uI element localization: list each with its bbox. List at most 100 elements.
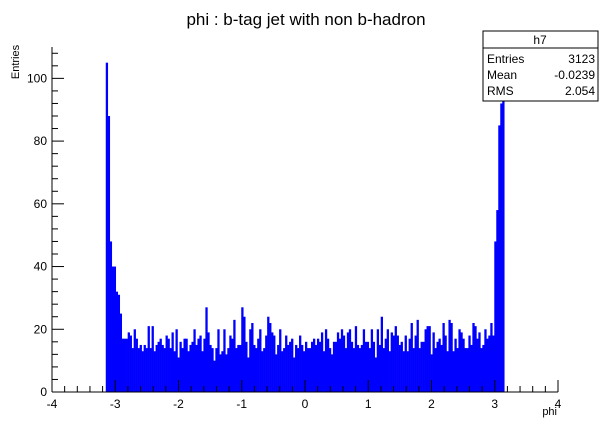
histogram-bar [289,341,292,392]
histogram-bar [382,348,385,392]
histogram-bar [482,344,485,392]
histogram-bar [285,335,288,392]
histogram-bar [193,329,196,392]
histogram-bar [366,341,370,392]
stats-entries-label: Entries [487,52,524,66]
stats-mean-label: Mean [487,68,517,82]
histogram-bar [235,348,238,392]
histogram-bar [486,338,489,392]
histogram-bar [279,329,282,392]
histogram-bar [346,332,350,392]
histogram-bar [418,348,421,392]
histogram-bar [420,341,423,392]
histogram-bar [263,348,266,392]
histogram-bar [121,338,124,392]
histogram-bar [163,348,166,392]
histogram-bar [310,341,314,392]
histogram-bar [414,335,417,392]
histogram-bar [195,344,198,392]
y-tick-label: 60 [34,197,48,211]
histogram-bar [205,307,208,392]
histogram-bar [237,344,240,392]
histogram-bar [185,338,188,392]
histogram-bar [191,341,194,392]
histogram-bar [109,241,113,392]
histogram-bar [177,357,180,392]
histogram-bar [326,338,330,392]
histogram-bar [490,323,493,392]
histogram-bar [454,338,457,392]
histogram-bar [338,338,342,392]
histogram-bar [107,116,111,392]
histogram-bar [410,323,413,392]
histogram-bar [314,344,318,392]
histogram-bar [245,341,248,392]
histogram-bar [390,332,393,392]
histogram-bar [213,360,216,392]
histogram-bar [229,335,232,392]
histogram-bar [356,344,360,392]
histogram-bar [115,291,119,392]
histogram-bar [424,329,427,392]
histogram-bar [478,332,481,392]
histogram-bar [352,348,356,392]
histogram-bar [165,335,168,392]
histogram-bar [161,344,164,392]
stats-entries-value: 3123 [568,52,595,66]
histogram-bar [261,351,264,392]
histogram-bar [330,354,334,392]
histogram-bar [141,351,144,392]
histogram-bar [468,335,471,392]
histogram-bar [275,354,278,392]
histogram-bar [123,338,126,392]
histogram-bar [175,329,178,392]
chart-title: phi : b-tag jet with non b-hadron [186,10,425,29]
histogram-bar [223,329,226,392]
histogram-bar [408,338,411,392]
x-tick-label: -2 [173,397,184,411]
histogram-bar [444,335,447,392]
histogram-bar [364,341,368,392]
histogram-bar [358,348,362,392]
histogram-bar [305,341,308,392]
histogram-bar [392,335,395,392]
histogram-bar [303,351,306,392]
histogram-bar [151,326,154,392]
x-tick-label: 2 [428,397,435,411]
histogram-bar [398,344,401,392]
histogram-bar [225,354,228,392]
histogram-bar [362,329,366,392]
histogram-bar [257,338,260,392]
histogram-bar [129,335,132,392]
histogram-bar [354,326,358,392]
histogram-bar [295,344,298,392]
histogram-bar [197,338,200,392]
histogram-bar [306,348,310,392]
y-tick-label: 80 [34,134,48,148]
histogram-bar [125,338,128,392]
histogram-bar [137,348,140,392]
histogram-bar [450,323,453,392]
histogram-bar [488,335,491,392]
histogram-bar [406,351,409,392]
histogram-bar [502,78,505,392]
histogram-bar [372,341,376,392]
stats-rms-value: 2.054 [565,84,595,98]
histogram-bar [145,348,148,392]
stats-box-frame [482,30,599,102]
histogram-bar [342,335,346,392]
y-tick-label: 0 [40,385,47,399]
histogram-bar [217,329,220,392]
histogram-bar [376,329,380,392]
histogram-bar [139,344,142,392]
histogram-bar [111,266,115,392]
histogram-bar [173,351,176,392]
histogram-bar [336,332,340,392]
histogram-bar [201,351,204,392]
histogram-bar [500,103,503,393]
histogram-bar [328,348,332,392]
histogram-bar [287,344,290,392]
histogram-bar [211,348,214,392]
histogram-bar [368,348,372,392]
